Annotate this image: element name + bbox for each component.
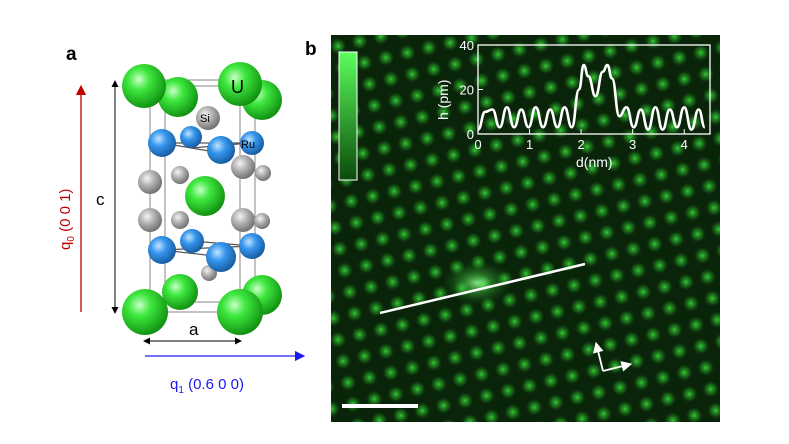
- panel-b-label: b: [305, 39, 317, 60]
- inset-x-tick-label: 0: [474, 137, 481, 152]
- silicon-atom: [255, 165, 271, 181]
- stm-image: [331, 35, 720, 422]
- uranium-atom: [162, 274, 198, 310]
- ruthenium-atom: [180, 229, 204, 253]
- ruthenium-atom: [206, 242, 236, 272]
- scale-bar: [342, 404, 418, 408]
- silicon-atom: [196, 106, 220, 130]
- ruthenium-label: Ru: [241, 139, 255, 151]
- direction-arrows: [593, 341, 633, 372]
- silicon-atom: [138, 208, 162, 232]
- ruthenium-atom: [180, 126, 202, 148]
- inset-y-tick-label: 40: [460, 38, 474, 53]
- inset-x-tick-label: 3: [629, 137, 636, 152]
- profile-line: [379, 262, 586, 315]
- ruthenium-atom: [207, 136, 235, 164]
- q1-axis-label: q1 (0.6 0 0): [170, 376, 244, 396]
- inset-series-line: [477, 63, 707, 131]
- silicon-label: Si: [200, 113, 210, 125]
- uranium-atom: [217, 289, 263, 335]
- uranium-atom: [185, 176, 225, 216]
- lattice-c-label: c: [96, 190, 105, 209]
- ruthenium-atom: [239, 233, 265, 259]
- inset-y-tick-label: 20: [460, 83, 474, 98]
- uranium-atom: [122, 64, 166, 108]
- silicon-atom: [138, 170, 162, 194]
- ruthenium-atom: [240, 131, 264, 155]
- silicon-atom: [231, 208, 255, 232]
- inset-series: [477, 63, 707, 131]
- q0-axis-label: q0 (0 0 1): [57, 189, 77, 250]
- inset-x-axis-label: d(nm): [576, 154, 613, 170]
- crystal-atoms: [122, 62, 282, 335]
- ruthenium-atom: [148, 129, 176, 157]
- silicon-atom: [171, 211, 189, 229]
- inset-y-tick-label: 0: [467, 127, 474, 142]
- uranium-atom: [218, 62, 262, 106]
- silicon-atom: [171, 166, 189, 184]
- silicon-atom: [231, 155, 255, 179]
- inset-x-tick-label: 1: [526, 137, 533, 152]
- panel-a-label: a: [66, 44, 77, 65]
- inset-x-tick-label: 2: [577, 137, 584, 152]
- silicon-atom: [254, 213, 270, 229]
- color-scale-bar: [338, 51, 358, 181]
- inset-x-tick-label: 4: [681, 137, 688, 152]
- inset-y-axis-label: h (pm): [435, 80, 451, 120]
- lattice-a-label: a: [189, 320, 199, 339]
- uranium-atom: [122, 289, 168, 335]
- ruthenium-atom: [148, 236, 176, 264]
- uranium-label: U: [231, 77, 244, 97]
- uranium-atom: [158, 77, 198, 117]
